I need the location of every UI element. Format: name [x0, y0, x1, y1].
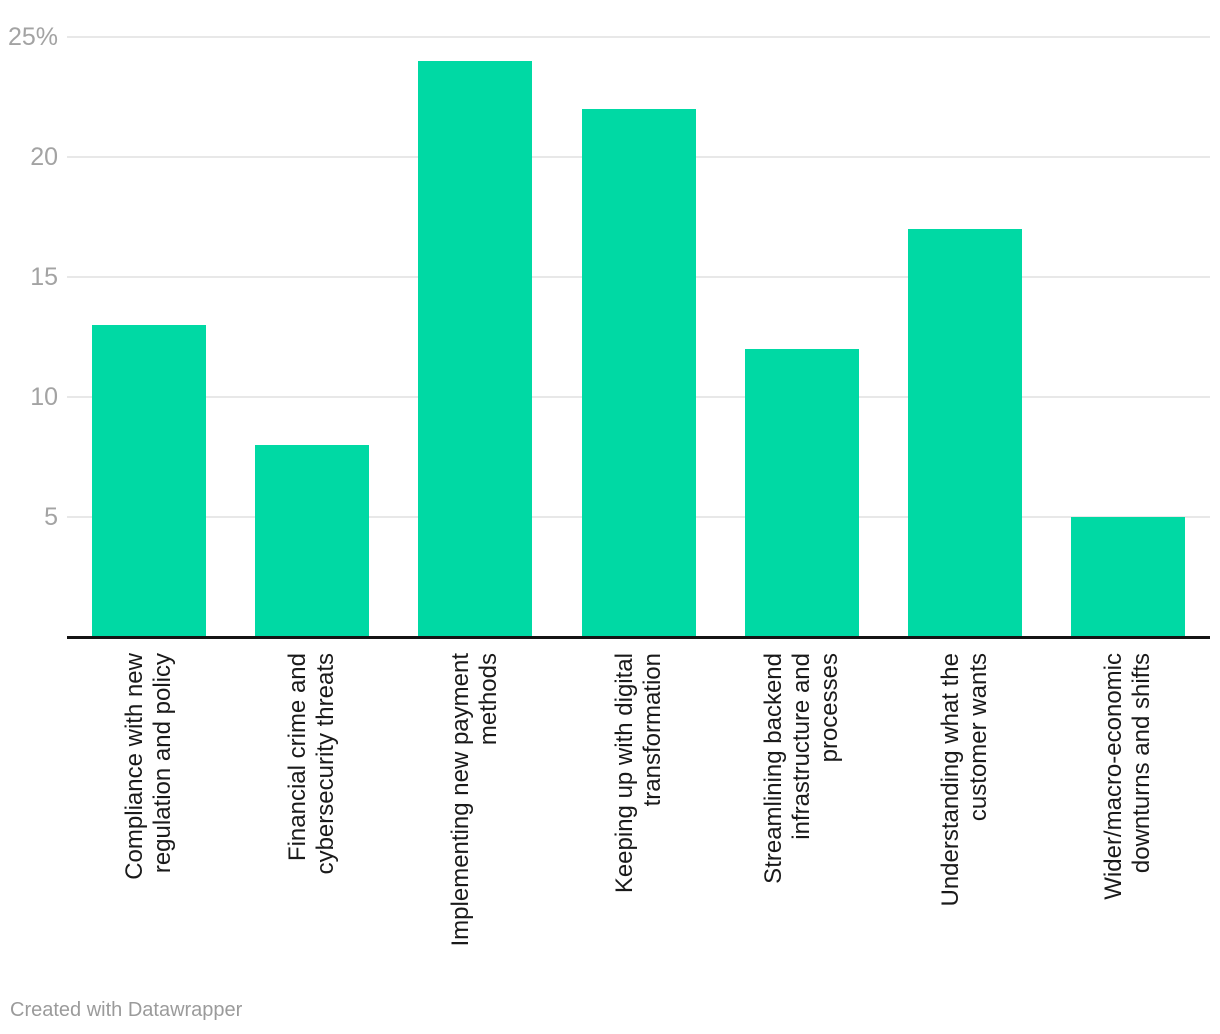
y-tick-label-10: 10: [30, 383, 58, 411]
bar-3: [418, 61, 532, 637]
x-axis-label-7: Wider/macro-economic downturns and shift…: [1100, 653, 1156, 900]
bar-5: [745, 349, 859, 637]
x-axis-line: [67, 636, 1210, 639]
gridline-y-25: [67, 36, 1210, 38]
y-tick-label-15: 15: [30, 263, 58, 291]
x-axis-label-3: Implementing new payment methods: [447, 653, 503, 947]
x-axis-label-4: Keeping up with digital transformation: [610, 653, 666, 894]
bar-2: [255, 445, 369, 637]
y-tick-label-25: 25%: [7, 23, 58, 51]
bar-7: [1071, 517, 1185, 637]
x-axis-label-1: Compliance with new regulation and polic…: [121, 653, 176, 880]
bar-4: [582, 109, 696, 637]
bar-6: [908, 229, 1022, 637]
x-axis-label-5: Streamlining backend infrastructure and …: [759, 653, 843, 884]
x-axis-label-2: Financial crime and cybersecurity threat…: [284, 653, 340, 875]
x-axis-label-6: Understanding what the customer wants: [936, 653, 992, 907]
bar-1: [92, 325, 206, 637]
datawrapper-attribution-link[interactable]: Created with Datawrapper: [10, 999, 243, 1021]
y-tick-label-5: 5: [44, 503, 58, 531]
y-tick-label-20: 20: [30, 143, 58, 171]
